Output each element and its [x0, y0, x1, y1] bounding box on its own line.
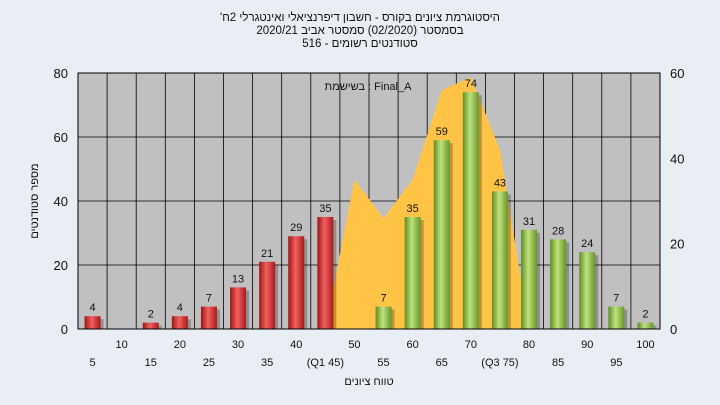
title-line-1: 'היסטוגרמת ציונים בקורס - חשבון דיפרנציא…	[220, 12, 500, 24]
data-label: 59	[436, 126, 448, 138]
y-axis-title: מספר סטודנטים	[29, 163, 41, 238]
bar	[491, 191, 508, 329]
bar	[317, 217, 334, 329]
chart-annotation: בשישמת : Final_A	[325, 81, 413, 93]
x-tick-label: 80	[523, 339, 535, 351]
bar	[521, 229, 538, 329]
data-label: 7	[206, 293, 212, 305]
x-tick-label: 70	[465, 339, 477, 351]
bar	[375, 306, 392, 329]
x-tick-label: 10	[116, 339, 128, 351]
x-tick-label: 40	[290, 339, 302, 351]
x-tick-label: 25	[203, 357, 215, 369]
data-label: 28	[552, 225, 564, 237]
data-label: 13	[232, 273, 244, 285]
y-tick-label: 0	[61, 322, 68, 337]
y-tick-label: 40	[54, 194, 68, 209]
bar	[230, 287, 247, 329]
x-tick-label: 95	[610, 357, 622, 369]
data-label: 74	[465, 78, 477, 90]
x-tick-label: 35	[261, 357, 273, 369]
x-tick-label: 60	[407, 339, 419, 351]
bar	[84, 316, 101, 329]
data-label: 31	[523, 216, 535, 228]
y-tick-label: 80	[54, 66, 68, 81]
x-tick-label: 65	[436, 357, 448, 369]
bar	[259, 261, 276, 329]
data-label: 35	[319, 203, 331, 215]
x-tick-label: 30	[232, 339, 244, 351]
x-tick-label: 20	[174, 339, 186, 351]
y-tick-label: 20	[54, 258, 68, 273]
bar	[200, 306, 217, 329]
data-label: 4	[89, 302, 95, 314]
data-label: 24	[581, 238, 593, 250]
bar	[288, 236, 305, 329]
bar	[608, 306, 625, 329]
data-label: 7	[613, 293, 619, 305]
y2-tick-label: 20	[670, 237, 684, 252]
bar	[142, 322, 159, 329]
bar	[462, 92, 479, 329]
data-label: 29	[290, 222, 302, 234]
x-axis-title: טווח ציונים	[344, 376, 393, 388]
title-line-2: בסמסטר (02/2020) סמסטר אביב 2020/21	[256, 25, 464, 37]
bar	[550, 239, 567, 329]
y-tick-label: 60	[54, 130, 68, 145]
y2-tick-label: 40	[670, 151, 684, 166]
x-tick-label: 50	[348, 339, 360, 351]
x-tick-label: (Q3 75)	[481, 357, 518, 369]
data-label: 2	[642, 309, 648, 321]
bar	[637, 322, 654, 329]
bar	[579, 252, 596, 329]
data-label: 2	[148, 309, 154, 321]
x-tick-label: 5	[89, 357, 95, 369]
x-tick-label: 100	[636, 339, 654, 351]
bar	[171, 316, 188, 329]
bar	[404, 217, 421, 329]
x-tick-label: 55	[377, 357, 389, 369]
bar	[433, 140, 450, 329]
x-tick-label: 85	[552, 357, 564, 369]
data-label: 7	[380, 293, 386, 305]
y2-tick-label: 60	[670, 66, 684, 81]
data-label: 21	[261, 248, 273, 260]
plot-frame	[77, 72, 661, 330]
data-label: 43	[494, 177, 506, 189]
x-tick-label: 15	[145, 357, 157, 369]
x-tick-label: 90	[581, 339, 593, 351]
x-tick-label: (Q1 45)	[307, 357, 344, 369]
data-label: 4	[177, 302, 183, 314]
data-label: 35	[407, 203, 419, 215]
chart-title: 'היסטוגרמת ציונים בקורס - חשבון דיפרנציא…	[0, 12, 720, 51]
y2-tick-label: 0	[670, 322, 677, 337]
title-line-3: סטודנטים רשומים - 516	[302, 38, 418, 50]
